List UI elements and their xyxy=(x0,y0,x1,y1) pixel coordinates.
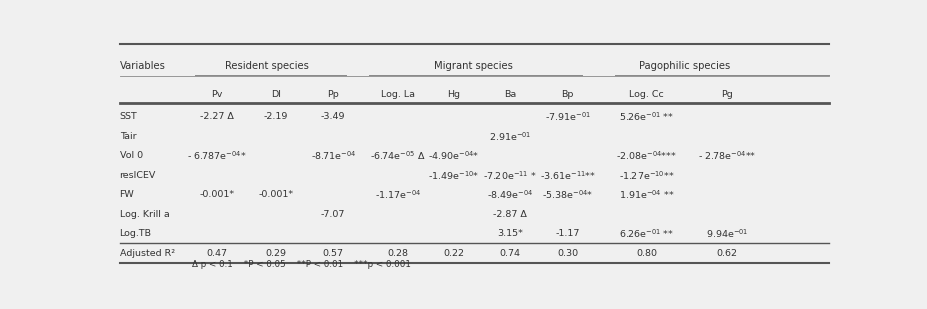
Text: 6.26e$^{-01}$ **: 6.26e$^{-01}$ ** xyxy=(618,227,674,240)
Text: Bp: Bp xyxy=(561,90,573,99)
Text: -0.001*: -0.001* xyxy=(199,190,234,199)
Text: -6.74e$^{-05}$ Δ: -6.74e$^{-05}$ Δ xyxy=(370,150,425,162)
Text: 3.15*: 3.15* xyxy=(497,229,523,238)
Text: Pp: Pp xyxy=(327,90,338,99)
Text: -1.17e$^{-04}$: -1.17e$^{-04}$ xyxy=(375,188,421,201)
Text: SST: SST xyxy=(120,112,137,121)
Text: Δ p < 0.1    *P < 0.05    **P < 0.01    ***p < 0.001: Δ p < 0.1 *P < 0.05 **P < 0.01 ***p < 0.… xyxy=(191,260,410,269)
Text: -7.91e$^{-01}$: -7.91e$^{-01}$ xyxy=(544,111,590,123)
Text: 0.30: 0.30 xyxy=(556,249,578,258)
Text: -7.20e$^{-11}$ *: -7.20e$^{-11}$ * xyxy=(483,169,537,182)
Text: Variables: Variables xyxy=(120,61,165,71)
Text: Tair: Tair xyxy=(120,132,136,141)
Text: -0.001*: -0.001* xyxy=(258,190,293,199)
Text: FW: FW xyxy=(120,190,134,199)
Text: -2.19: -2.19 xyxy=(263,112,287,121)
Text: Resident species: Resident species xyxy=(225,61,309,71)
Text: 0.28: 0.28 xyxy=(387,249,408,258)
Text: -3.49: -3.49 xyxy=(321,112,345,121)
Text: -5.38e$^{-04}$*: -5.38e$^{-04}$* xyxy=(541,188,592,201)
Text: 0.80: 0.80 xyxy=(636,249,656,258)
Text: 0.47: 0.47 xyxy=(206,249,227,258)
Text: Ba: Ba xyxy=(503,90,515,99)
Text: 9.94e$^{-01}$: 9.94e$^{-01}$ xyxy=(705,227,748,240)
Text: -2.87 Δ: -2.87 Δ xyxy=(492,210,527,219)
Text: Log. La: Log. La xyxy=(380,90,414,99)
Text: Log. Krill a: Log. Krill a xyxy=(120,210,169,219)
Text: -3.61e$^{-11}$**: -3.61e$^{-11}$** xyxy=(540,169,595,182)
Text: 0.57: 0.57 xyxy=(323,249,343,258)
Text: Dl: Dl xyxy=(271,90,280,99)
Text: Pagophilic species: Pagophilic species xyxy=(638,61,729,71)
Text: - 6.787e$^{-04}$*: - 6.787e$^{-04}$* xyxy=(186,150,247,162)
Text: 2.91e$^{-01}$: 2.91e$^{-01}$ xyxy=(489,130,531,142)
Text: -7.07: -7.07 xyxy=(321,210,345,219)
Text: Pg: Pg xyxy=(720,90,732,99)
Text: 0.74: 0.74 xyxy=(499,249,520,258)
Text: -4.90e$^{-04}$*: -4.90e$^{-04}$* xyxy=(428,150,479,162)
Text: 0.29: 0.29 xyxy=(265,249,286,258)
Text: -8.71e$^{-04}$: -8.71e$^{-04}$ xyxy=(311,150,355,162)
Text: 0.62: 0.62 xyxy=(716,249,737,258)
Text: Log. Cc: Log. Cc xyxy=(629,90,664,99)
Text: Adjusted R²: Adjusted R² xyxy=(120,249,174,258)
Text: Pv: Pv xyxy=(210,90,222,99)
Text: 0.22: 0.22 xyxy=(443,249,464,258)
Text: -1.27e$^{-10}$**: -1.27e$^{-10}$** xyxy=(618,169,674,182)
Text: resICEV: resICEV xyxy=(120,171,156,180)
Text: Log.TB: Log.TB xyxy=(120,229,151,238)
Text: 1.91e$^{-04}$ **: 1.91e$^{-04}$ ** xyxy=(618,188,674,201)
Text: -8.49e$^{-04}$: -8.49e$^{-04}$ xyxy=(487,188,533,201)
Text: -2.27 Δ: -2.27 Δ xyxy=(199,112,234,121)
Text: Hg: Hg xyxy=(447,90,460,99)
Text: -2.08e$^{-04}$***: -2.08e$^{-04}$*** xyxy=(616,150,677,162)
Text: Vol 0: Vol 0 xyxy=(120,151,143,160)
Text: -1.49e$^{-10}$*: -1.49e$^{-10}$* xyxy=(428,169,479,182)
Text: - 2.78e$^{-04}$**: - 2.78e$^{-04}$** xyxy=(697,150,756,162)
Text: -1.17: -1.17 xyxy=(555,229,579,238)
Text: Migrant species: Migrant species xyxy=(434,61,513,71)
Text: 5.26e$^{-01}$ **: 5.26e$^{-01}$ ** xyxy=(618,111,674,123)
